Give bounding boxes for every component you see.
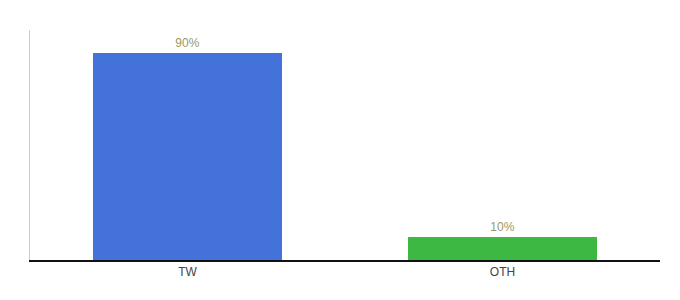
svg-text:TW: TW: [178, 265, 197, 279]
svg-text:10%: 10%: [490, 220, 514, 234]
svg-text:90%: 90%: [175, 36, 199, 50]
svg-text:OTH: OTH: [490, 265, 515, 279]
